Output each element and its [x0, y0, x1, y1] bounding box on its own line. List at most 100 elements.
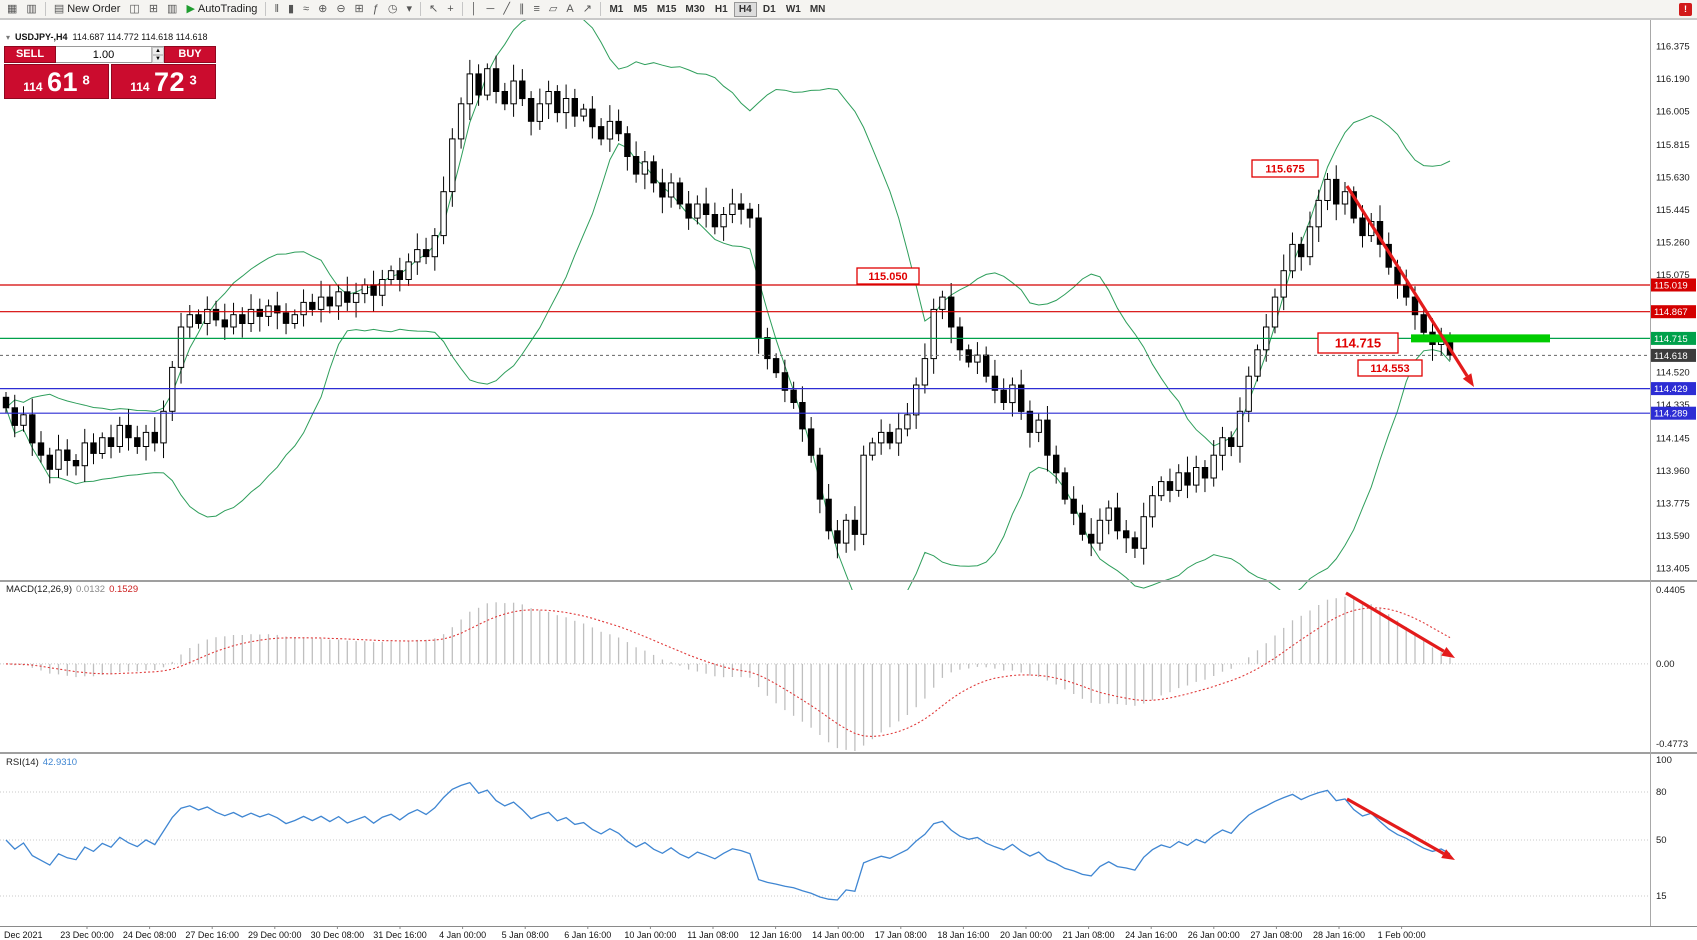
- rsi-indicator-label: RSI(14) 42.9310: [6, 757, 77, 768]
- lot-increase-button[interactable]: ▲: [152, 47, 164, 55]
- timeframe-W1[interactable]: W1: [782, 2, 805, 17]
- bollinger-upper-band[interactable]: [5, 9, 1451, 447]
- candle: [1175, 472, 1182, 491]
- periods-icon[interactable]: ◷: [384, 1, 402, 17]
- templates-icon[interactable]: ▾: [402, 1, 416, 17]
- sell-price-panel[interactable]: 114 61 8: [4, 64, 109, 99]
- price-scale[interactable]: 116.375 116.190 116.005 115.815 115.630 115.4…: [1651, 42, 1696, 902]
- fibonacci-icon[interactable]: ≡: [529, 1, 543, 17]
- candle: [886, 431, 894, 444]
- candle: [1035, 419, 1042, 433]
- horizontal-line-icon[interactable]: ─: [483, 1, 499, 17]
- crosshair-icon: +: [447, 2, 454, 15]
- price-scale-badge-label: 114.289: [1654, 409, 1688, 420]
- time-axis-label: 12 Jan 16:00: [750, 930, 802, 940]
- shapes-icon[interactable]: ▱: [545, 1, 561, 17]
- navigator-icon[interactable]: ⊞: [145, 1, 162, 17]
- text-icon[interactable]: A: [562, 1, 577, 17]
- vertical-line-icon[interactable]: │: [467, 1, 482, 17]
- macd-scale-label: -0.4773: [1656, 739, 1688, 750]
- candle: [1280, 270, 1287, 298]
- lot-size-input[interactable]: [56, 47, 151, 62]
- timeframe-M15[interactable]: M15: [653, 2, 680, 17]
- candle: [878, 431, 885, 444]
- tile-windows-icon[interactable]: ⊞: [351, 1, 368, 17]
- buy-button[interactable]: BUY: [164, 46, 216, 63]
- candle: [895, 428, 902, 444]
- arrow-tool-icon[interactable]: ↗: [579, 1, 596, 17]
- trend-arrow-rsi[interactable]: [1346, 797, 1445, 855]
- lot-decrease-button[interactable]: ▼: [152, 55, 164, 63]
- sell-price-prefix: 114: [23, 80, 43, 94]
- time-axis-label: 5 Jan 08:00: [502, 930, 549, 940]
- indicators-icon[interactable]: ƒ: [369, 1, 383, 17]
- candle: [1166, 481, 1174, 491]
- new-order-icon: ▤: [53, 2, 65, 15]
- buy-price-panel[interactable]: 114 72 3: [111, 64, 216, 99]
- candle: [422, 249, 430, 258]
- notification-badge[interactable]: !: [1679, 2, 1692, 16]
- timeframe-H1[interactable]: H1: [710, 2, 733, 17]
- candle: [300, 301, 307, 316]
- bollinger-lower-band[interactable]: [5, 143, 1451, 608]
- candle: [842, 519, 850, 544]
- candle: [256, 308, 264, 317]
- candle: [492, 68, 500, 92]
- timeframe-MN[interactable]: MN: [806, 2, 830, 17]
- time-axis-label: 18 Jan 16:00: [937, 930, 989, 940]
- price-annotation-box[interactable]: [1357, 359, 1423, 377]
- new-chart-icon[interactable]: ▦: [3, 1, 21, 17]
- chart-symbol-icon[interactable]: ▾: [6, 32, 11, 42]
- macd-value-main: 0.0132: [76, 584, 106, 595]
- price-annotation-box[interactable]: [1251, 159, 1319, 178]
- navigator-icon: ⊞: [148, 2, 159, 15]
- time-axis-label: 23 Dec 00:00: [60, 930, 114, 940]
- market-watch-icon[interactable]: ◫: [125, 1, 143, 17]
- price-scale-badge-label: 114.715: [1654, 334, 1688, 345]
- macd-indicator-label: MACD(12,26,9) 0.0132 0.1529: [6, 584, 138, 595]
- autotrading-icon[interactable]: ▶ AutoTrading: [182, 1, 261, 17]
- text-icon: A: [566, 2, 574, 15]
- shapes-icon: ▱: [548, 2, 558, 15]
- candle: [230, 314, 237, 328]
- lot-size-box: ▲ ▼: [56, 46, 164, 63]
- price-annotation-box[interactable]: [856, 267, 920, 285]
- timeframe-H4[interactable]: H4: [733, 1, 757, 17]
- sell-button[interactable]: SELL: [4, 46, 56, 63]
- timeframe-D1[interactable]: D1: [758, 2, 781, 17]
- trendline-icon[interactable]: ╱: [499, 1, 514, 17]
- zoom-in-icon[interactable]: ⊕: [314, 1, 331, 17]
- candle: [834, 530, 841, 544]
- bar-chart-icon[interactable]: ‖: [270, 1, 283, 17]
- candle: [46, 454, 53, 470]
- candle: [781, 372, 789, 391]
- line-chart-icon[interactable]: ≈: [299, 1, 313, 17]
- candle: [1289, 243, 1296, 272]
- macd-panel: [0, 596, 1650, 751]
- price-annotation-box[interactable]: [1317, 332, 1399, 354]
- time-axis-label: 14 Jan 00:00: [812, 930, 864, 940]
- candle: [317, 296, 325, 310]
- candlestick-chart-icon[interactable]: ▮: [284, 1, 298, 17]
- profiles-icon[interactable]: ▥: [22, 1, 40, 17]
- candlestick-chart-icon: ▮: [287, 2, 295, 15]
- new-order-icon[interactable]: ▤ New Order: [50, 1, 125, 17]
- rsi-scale-label: 100: [1656, 755, 1672, 766]
- channel-icon[interactable]: ∥: [515, 1, 529, 17]
- candle: [1228, 437, 1235, 448]
- candle: [1044, 419, 1051, 456]
- crosshair-icon[interactable]: +: [443, 1, 457, 17]
- timeframe-M30[interactable]: M30: [681, 2, 708, 17]
- price-scale-badge: [1651, 331, 1696, 345]
- candle: [615, 120, 622, 135]
- trend-arrow-main[interactable]: [1345, 185, 1469, 377]
- cursor-icon[interactable]: ↖: [425, 1, 442, 17]
- timeframe-M1[interactable]: M1: [605, 2, 628, 17]
- terminal-icon[interactable]: ▥: [163, 1, 181, 17]
- candle: [1158, 481, 1165, 497]
- candle: [869, 442, 876, 456]
- zoom-out-icon[interactable]: ⊖: [332, 1, 349, 17]
- trend-arrow-macd[interactable]: [1345, 591, 1445, 653]
- timeframe-M5[interactable]: M5: [629, 2, 652, 17]
